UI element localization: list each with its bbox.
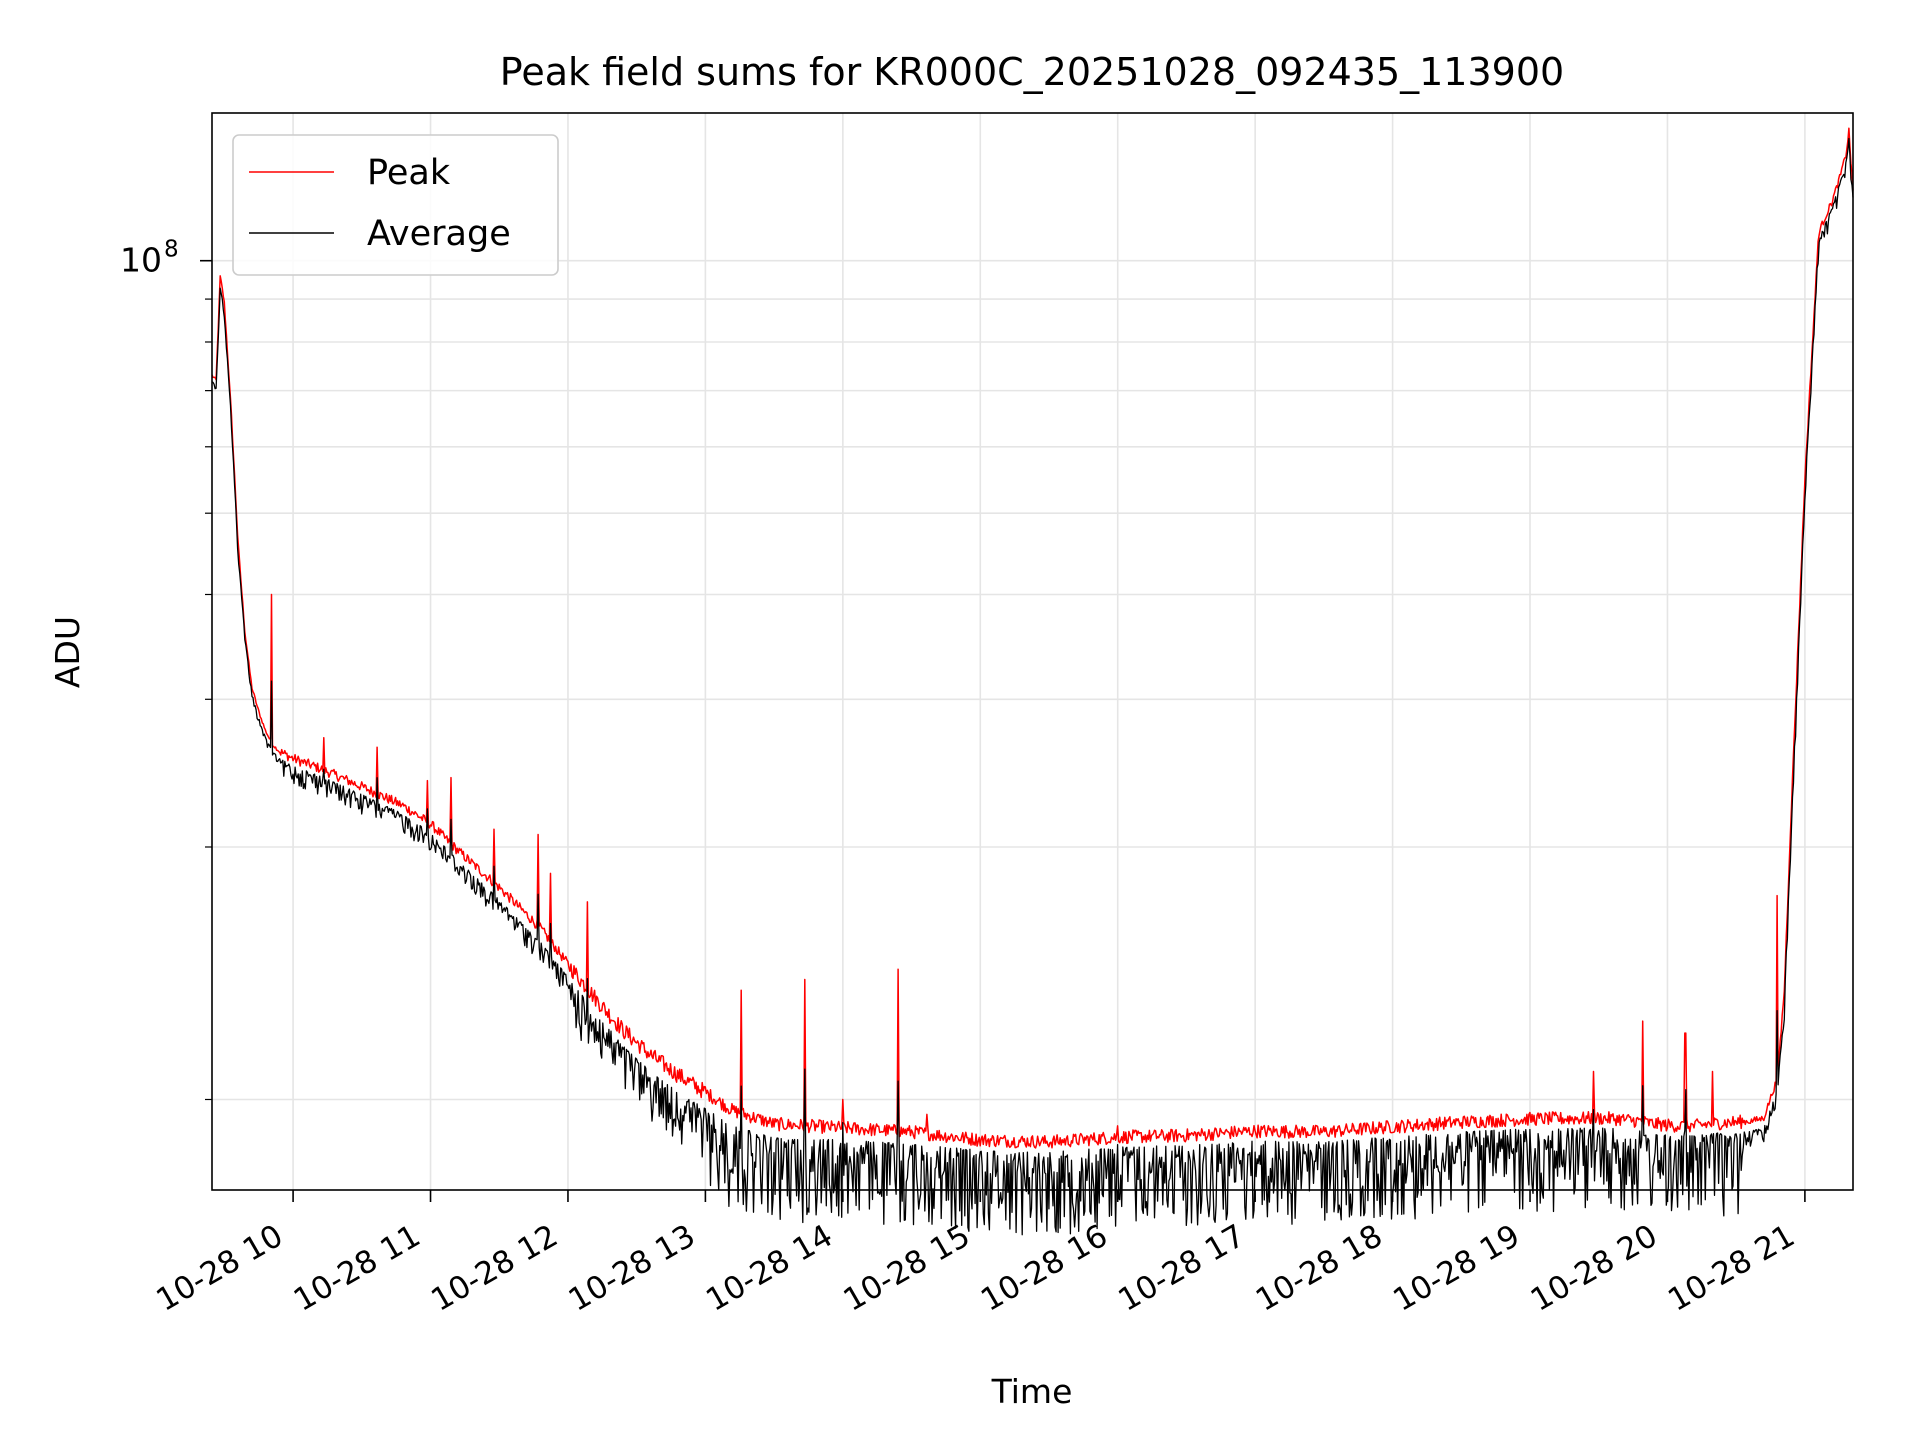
legend-label-peak: Peak <box>367 153 451 193</box>
chart-title: Peak field sums for KR000C_20251028_0924… <box>500 50 1564 94</box>
legend-label-average: Average <box>367 214 511 254</box>
x-axis-label: Time <box>991 1372 1073 1411</box>
plot-frame <box>211 112 1854 1191</box>
legend-box <box>232 134 559 276</box>
series-line-peak <box>211 127 1854 1149</box>
legend: Peak Average <box>232 134 559 276</box>
y-axis-label: ADU <box>48 616 87 688</box>
y-tick-label: 10 <box>120 241 162 280</box>
series-layer <box>211 127 1854 1236</box>
grid <box>212 113 1853 1190</box>
series-line-average <box>211 137 1854 1236</box>
y-tick-label-exponent: 8 <box>164 237 179 263</box>
